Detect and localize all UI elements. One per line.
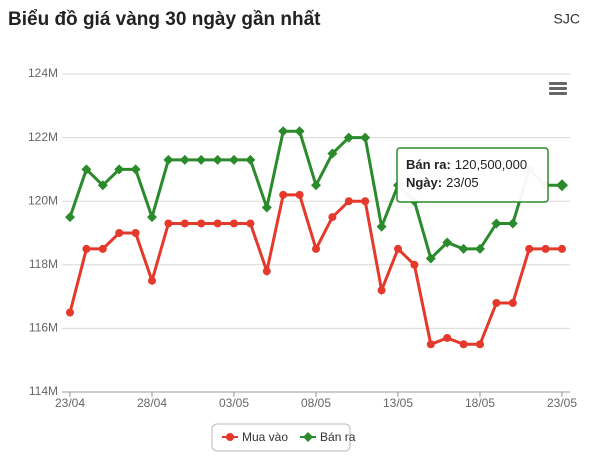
- y-tick-label: 124M: [28, 66, 58, 80]
- legend: Mua vào Bán ra: [211, 423, 356, 452]
- legend-marker: [226, 433, 234, 441]
- tooltip-box: [396, 147, 549, 203]
- point: [426, 340, 435, 349]
- point: [213, 219, 222, 228]
- point: [558, 244, 566, 253]
- legend-marker: [303, 432, 314, 442]
- x-tick-label: 13/05: [383, 396, 413, 410]
- point: [410, 260, 419, 269]
- point: [508, 298, 517, 307]
- point: [458, 243, 469, 254]
- point: [245, 154, 256, 165]
- tooltip-line: Ngày: 23/05: [406, 175, 479, 190]
- point: [196, 154, 207, 165]
- point: [163, 154, 174, 165]
- legend-label: Bán ra: [320, 430, 356, 444]
- point: [97, 180, 108, 191]
- point: [66, 308, 74, 317]
- x-tick-label: 03/05: [219, 396, 249, 410]
- point: [475, 243, 485, 254]
- series-line: [68, 193, 562, 347]
- point: [459, 340, 468, 349]
- tooltip-value: 120,500,000: [455, 157, 527, 172]
- point: [148, 276, 156, 285]
- point: [82, 244, 91, 253]
- tooltip-date-label: Ngày:: [406, 175, 442, 190]
- y-tick-label: 122M: [28, 130, 58, 144]
- y-tick-label: 114M: [29, 384, 58, 398]
- tooltip-line: Bán ra: 120,500,000: [406, 157, 527, 172]
- point: [556, 179, 568, 192]
- point: [262, 267, 271, 276]
- point: [343, 132, 354, 143]
- y-tick-label: 116M: [29, 321, 58, 335]
- point: [311, 180, 321, 191]
- point: [246, 219, 255, 228]
- point: [229, 154, 239, 165]
- point: [230, 219, 238, 228]
- menu-button[interactable]: [549, 82, 567, 95]
- point: [525, 244, 534, 253]
- point: [114, 164, 125, 175]
- point: [492, 298, 501, 307]
- point: [328, 213, 337, 222]
- x-tick-label: 23/05: [547, 396, 577, 410]
- tooltip: Bán ra: 120,500,000 Ngày: 23/05: [396, 147, 549, 203]
- legend-box: [211, 423, 351, 452]
- point: [376, 221, 387, 232]
- tooltip-date: 23/05: [446, 175, 479, 190]
- legend-item[interactable]: Bán ra: [300, 430, 356, 444]
- point: [476, 340, 484, 349]
- y-tick-label: 118M: [29, 257, 58, 271]
- point: [279, 190, 288, 199]
- point: [180, 219, 189, 228]
- x-tick-label: 23/04: [55, 396, 85, 410]
- point: [377, 286, 386, 295]
- point: [164, 219, 173, 228]
- point: [278, 126, 289, 137]
- point: [98, 244, 107, 253]
- point: [360, 132, 371, 143]
- point: [394, 244, 402, 253]
- point: [81, 164, 92, 175]
- point: [425, 253, 436, 264]
- y-tick-label: 120M: [28, 193, 58, 207]
- x-tick-label: 18/05: [465, 396, 495, 410]
- source-label: SJC: [554, 11, 580, 27]
- x-tick-label: 28/04: [137, 396, 167, 410]
- point: [197, 219, 206, 228]
- point: [312, 244, 320, 253]
- point: [443, 333, 452, 342]
- point: [131, 229, 140, 237]
- point: [442, 237, 453, 248]
- point: [179, 154, 190, 165]
- legend-item[interactable]: Mua vào: [222, 430, 288, 444]
- point: [541, 244, 550, 253]
- chart-title: Biểu đồ giá vàng 30 ngày gần nhất: [8, 9, 321, 30]
- point: [491, 218, 502, 229]
- point: [507, 218, 518, 229]
- point: [294, 126, 305, 137]
- tooltip-label: Bán ra:: [406, 157, 451, 172]
- x-tick-label: 08/05: [301, 396, 331, 410]
- point: [65, 212, 75, 223]
- point: [212, 154, 223, 165]
- point: [147, 212, 157, 223]
- legend-label: Mua vào: [242, 430, 288, 444]
- point: [344, 197, 353, 206]
- point: [261, 202, 272, 213]
- point: [115, 229, 124, 237]
- point: [130, 164, 141, 175]
- point: [361, 197, 370, 206]
- point: [327, 148, 338, 159]
- point: [295, 190, 304, 199]
